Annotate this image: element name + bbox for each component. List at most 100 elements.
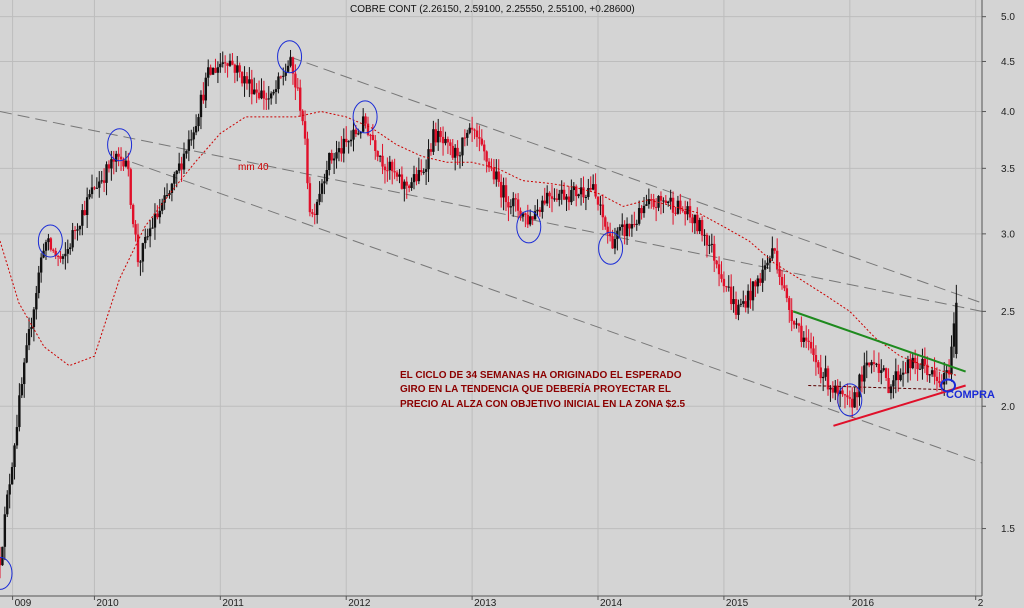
candle-body [381, 155, 384, 167]
candle-body [93, 187, 96, 189]
candle-body [453, 147, 457, 158]
candle-body [797, 323, 801, 326]
candle-body [560, 189, 563, 194]
candle-body [688, 206, 692, 218]
candle-body [102, 180, 106, 183]
candle-body [449, 142, 452, 146]
candle-body [829, 387, 832, 390]
candle-body [412, 174, 416, 183]
candle-body [800, 325, 803, 342]
candle-body [146, 236, 149, 238]
candle-body [386, 170, 389, 172]
candle-body [335, 152, 338, 159]
candle-body [761, 269, 764, 283]
candle-body [32, 309, 36, 328]
candle-body [667, 201, 670, 204]
candle-body [451, 145, 454, 158]
x-tick-label: 2013 [474, 598, 497, 608]
candle-body [393, 171, 396, 173]
candle-body [284, 71, 287, 76]
candle-body [529, 216, 532, 225]
candle-body [713, 243, 716, 261]
candle-body [207, 67, 210, 78]
candle-body [18, 395, 21, 428]
candle-body [889, 386, 893, 394]
y-tick-label: 4.5 [1001, 57, 1015, 68]
annotation-pointer [808, 385, 945, 391]
candle-body [209, 67, 212, 75]
candle-body [15, 427, 19, 446]
candle-body [424, 169, 428, 172]
candle-body [623, 224, 626, 237]
candle-body [107, 164, 111, 169]
trend-line-support [833, 384, 966, 427]
candle-body [265, 98, 268, 100]
candle-body [490, 167, 493, 169]
candle-body [788, 298, 791, 311]
candle-body [897, 371, 900, 381]
candle-body [434, 129, 437, 143]
candle-body [635, 223, 638, 225]
candle-body [112, 159, 115, 162]
x-tick-label: 2015 [726, 598, 749, 608]
candle-body [110, 159, 113, 169]
y-tick-label: 2.0 [1001, 402, 1015, 413]
candle-body [357, 133, 360, 135]
candle-body [124, 160, 128, 167]
candle-body [294, 73, 297, 88]
candle-body [836, 385, 839, 394]
cycle-circle [837, 383, 863, 417]
candle-body [795, 323, 798, 325]
candle-body [618, 227, 622, 231]
candle-body [383, 166, 387, 171]
candle-body [652, 199, 655, 207]
candle-body [352, 129, 355, 140]
candle-body [696, 214, 699, 232]
candle-body [935, 376, 939, 382]
candle-body [952, 323, 956, 347]
candle-body [475, 130, 479, 138]
cycle-circle [598, 231, 624, 265]
candle-body [25, 345, 28, 363]
candle-body [700, 220, 704, 236]
candle-body [315, 201, 319, 215]
candle-body [410, 182, 413, 189]
channel-lines [0, 56, 983, 464]
candle-body [647, 199, 651, 205]
candle-body [553, 198, 556, 200]
cycle-circle [352, 100, 378, 134]
candle-body [470, 127, 474, 130]
candle-body [13, 445, 16, 468]
candle-body [596, 196, 600, 205]
candle-body [575, 186, 578, 197]
candle-body [233, 64, 237, 73]
candle-body [722, 278, 726, 287]
candle-body [325, 169, 329, 182]
candle-body [875, 363, 878, 365]
candle-body [928, 374, 931, 376]
candle-body [23, 362, 26, 385]
x-tick-label: 009 [15, 598, 32, 608]
candle-body [880, 370, 883, 373]
candle-body [533, 211, 537, 220]
candle-body [10, 467, 14, 485]
candle-body [330, 152, 333, 161]
annotation-line-2: GIRO EN LA TENDENCIA QUE DEBERÍA PROYECT… [400, 382, 671, 395]
candle-body [20, 384, 23, 396]
candle-body [105, 164, 108, 183]
candle-body [802, 337, 806, 342]
candle-body [579, 187, 583, 195]
candle-body [190, 139, 193, 141]
candle-body [681, 209, 684, 212]
candle-body [780, 276, 784, 286]
x-tick-label: 2016 [852, 598, 875, 608]
candle-body [131, 204, 135, 225]
candle-body [754, 281, 757, 287]
cycle-circle [0, 556, 13, 590]
candle-body [73, 230, 77, 232]
candle-body [577, 194, 580, 197]
candle-body [943, 373, 946, 385]
annotation-line-1: EL CICLO DE 34 SEMANAS HA ORIGINADO EL E… [400, 370, 682, 381]
cycle-circle [107, 128, 133, 162]
